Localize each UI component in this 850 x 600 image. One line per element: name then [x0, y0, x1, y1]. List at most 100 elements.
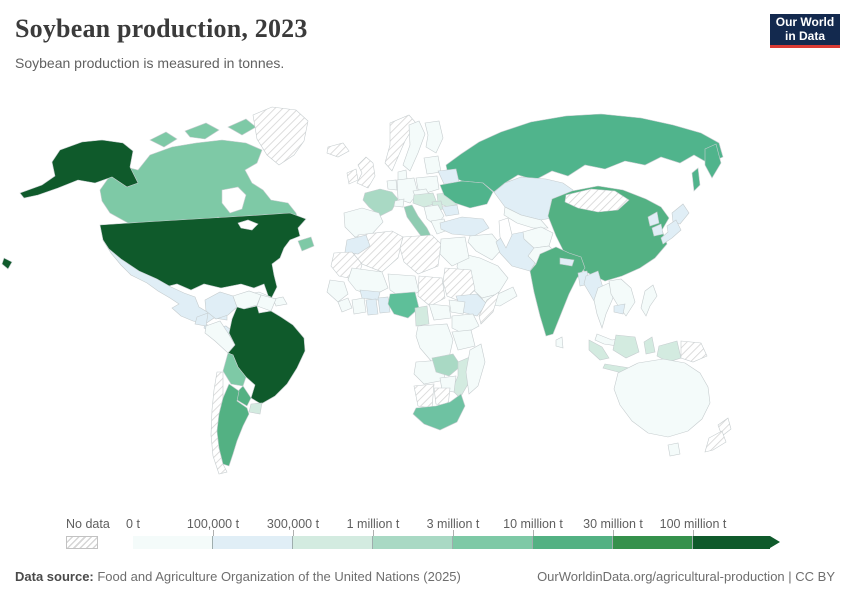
region-austria-hungary[interactable]	[412, 192, 438, 208]
region-cameroon[interactable]	[414, 305, 430, 327]
region-uganda-kenya[interactable]	[451, 313, 480, 335]
region-mongolia[interactable]	[564, 188, 630, 213]
region-togo-benin[interactable]	[377, 296, 391, 314]
legend-color-bin[interactable]	[453, 536, 533, 549]
region-turkey[interactable]	[439, 216, 490, 237]
region-denmark[interactable]	[397, 169, 408, 181]
region-hispaniola[interactable]	[272, 296, 288, 307]
owid-logo[interactable]: Our World in Data	[770, 14, 840, 48]
world-map-svg	[1, 106, 732, 475]
legend-color-bin[interactable]	[133, 536, 213, 549]
legend-color-bin[interactable]	[213, 536, 293, 549]
data-source-label: Data source:	[15, 569, 94, 584]
region-somalia[interactable]	[478, 291, 500, 325]
region-south-sudan[interactable]	[448, 299, 466, 315]
region-ukraine[interactable]	[439, 180, 494, 209]
region-india[interactable]	[529, 246, 586, 337]
legend-no-data-swatch[interactable]	[66, 536, 98, 549]
region-indonesia[interactable]	[588, 339, 610, 361]
region-south-korea[interactable]	[651, 223, 664, 237]
region-greenland[interactable]	[252, 106, 309, 166]
region-sierra-liberia[interactable]	[337, 297, 353, 313]
region-north-korea[interactable]	[647, 211, 660, 227]
region-newfoundland[interactable]	[297, 236, 315, 252]
region-tanzania[interactable]	[451, 329, 476, 351]
region-syria-iraq[interactable]	[467, 233, 504, 261]
region-ivory-coast[interactable]	[351, 297, 367, 315]
region-sri-lanka[interactable]	[555, 336, 564, 349]
region-belarus[interactable]	[437, 168, 460, 185]
region-canada-arctic-islands[interactable]	[227, 118, 257, 136]
region-australia[interactable]	[613, 358, 711, 438]
region-central-african-republic[interactable]	[428, 303, 452, 321]
region-finland[interactable]	[424, 120, 444, 154]
legend-color-bin[interactable]	[293, 536, 373, 549]
region-united-kingdom[interactable]	[356, 156, 376, 189]
region-russia[interactable]	[445, 113, 724, 193]
region-cambodia[interactable]	[613, 303, 626, 315]
legend-tick	[373, 530, 374, 536]
legend-stop-label: 0 t	[126, 517, 140, 531]
region-argentina[interactable]	[216, 383, 250, 467]
region-hawaii[interactable]	[1, 257, 13, 270]
region-sweden[interactable]	[402, 120, 426, 172]
hudson-bay	[221, 186, 247, 214]
region-ireland[interactable]	[346, 168, 359, 185]
region-tasmania[interactable]	[667, 442, 681, 457]
region-norway[interactable]	[384, 114, 417, 172]
region-iberia[interactable]	[343, 207, 384, 238]
region-poland[interactable]	[415, 175, 440, 194]
legend-tick	[533, 530, 534, 536]
region-namibia[interactable]	[413, 383, 435, 409]
region-switzerland[interactable]	[393, 198, 405, 208]
region-guianas[interactable]	[256, 294, 277, 312]
legend-color-bin[interactable]	[613, 536, 693, 549]
region-iceland[interactable]	[326, 142, 350, 158]
region-nepal[interactable]	[559, 257, 575, 267]
legend-tick	[293, 530, 294, 536]
region-madagascar[interactable]	[465, 343, 486, 395]
region-zambia[interactable]	[431, 353, 462, 377]
region-brazil[interactable]	[227, 305, 306, 405]
attribution-link[interactable]: OurWorldinData.org/agricultural-producti…	[537, 569, 835, 584]
region-libya[interactable]	[399, 234, 442, 275]
region-indonesia-papua[interactable]	[656, 340, 682, 363]
region-usa[interactable]	[99, 212, 307, 302]
region-japan[interactable]	[660, 219, 682, 245]
region-papua-new-guinea[interactable]	[680, 340, 708, 363]
region-laos-vietnam[interactable]	[608, 278, 636, 317]
region-sakhalin[interactable]	[691, 167, 701, 192]
legend-no-data-label: No data	[66, 517, 110, 531]
region-france[interactable]	[362, 188, 399, 217]
region-egypt[interactable]	[439, 236, 470, 267]
region-morocco[interactable]	[344, 234, 371, 255]
legend-tick	[453, 530, 454, 536]
region-south-africa[interactable]	[412, 393, 466, 431]
region-senegal-guinea[interactable]	[326, 279, 349, 303]
region-nigeria[interactable]	[387, 291, 420, 319]
legend-color-bin[interactable]	[693, 536, 770, 549]
region-indonesia[interactable]	[643, 336, 656, 355]
region-russia-far-east[interactable]	[704, 143, 722, 179]
region-alaska[interactable]	[19, 139, 139, 199]
region-philippines[interactable]	[640, 284, 658, 317]
region-ghana[interactable]	[365, 298, 379, 316]
legend-color-bin[interactable]	[533, 536, 613, 549]
legend-tick	[693, 530, 694, 536]
region-mexico[interactable]	[102, 239, 228, 325]
legend-stop-label: 100 million t	[659, 517, 727, 531]
region-indonesia[interactable]	[612, 334, 640, 359]
region-bulgaria[interactable]	[441, 204, 460, 217]
region-japan[interactable]	[671, 203, 690, 225]
region-chad[interactable]	[417, 275, 446, 307]
region-paraguay[interactable]	[236, 385, 252, 407]
region-canada-arctic-islands[interactable]	[184, 122, 220, 140]
region-benelux[interactable]	[386, 179, 398, 191]
region-colombia[interactable]	[204, 291, 238, 320]
region-new-zealand[interactable]	[704, 430, 727, 453]
legend-color-bin[interactable]	[373, 536, 453, 549]
region-uruguay[interactable]	[248, 402, 263, 415]
region-canada-arctic-islands[interactable]	[149, 131, 178, 148]
region-bolivia[interactable]	[222, 352, 247, 387]
